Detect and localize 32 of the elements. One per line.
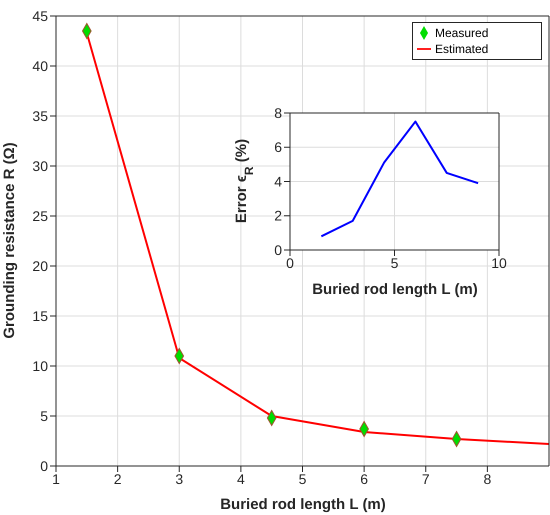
x-tick-label: 8 [483,470,492,487]
y-tick-label: 6 [274,139,282,156]
x-tick-label: 1 [52,470,60,487]
x-tick-label: 5 [298,470,307,487]
y-tick-label: 2 [274,208,282,224]
x-tick-label: 0 [286,254,294,271]
y-tick-label: 5 [40,408,48,424]
line-series [320,120,480,238]
y-tick-label: 10 [32,358,48,374]
y-tick-label: 35 [32,108,48,124]
y-axis-title: Grounding resistance R (Ω) [1,142,18,339]
x-tick-label: 7 [422,470,430,487]
y-tick-label: 30 [32,158,48,174]
y-tick-label: 45 [32,8,48,24]
x-tick-label: 5 [390,254,399,271]
y-tick-label: 15 [32,308,48,324]
x-tick-label: 2 [114,470,122,487]
x-axis-title: Buried rod length L (m) [312,281,478,298]
x-tick-label: 4 [236,470,245,487]
legend-label: Measured [435,26,488,40]
y-tick-label: 0 [274,242,282,258]
x-tick-label: 3 [175,470,184,487]
y-tick-label: 8 [274,104,282,121]
y-tick-label: 40 [32,58,48,74]
y-tick-label: 0 [40,458,48,474]
legend-label: Estimated [435,42,488,56]
x-tick-label: 10 [491,254,507,271]
x-tick-label: 6 [360,470,368,487]
x-axis-title: Buried rod length L (m) [220,496,386,513]
y-tick-label: 20 [32,258,48,274]
y-tick-label: 25 [32,208,48,224]
y-tick-label: 4 [274,173,282,190]
